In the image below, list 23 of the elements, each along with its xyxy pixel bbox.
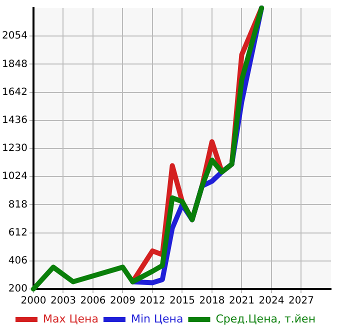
- legend-label: Max Цена: [42, 312, 98, 326]
- x-tick-label: 2021: [229, 296, 254, 307]
- x-tick-label: 2027: [288, 296, 314, 307]
- x-tick-label: 2024: [258, 296, 284, 307]
- y-tick-label: 1642: [2, 86, 28, 98]
- x-tick-label: 2015: [170, 296, 195, 307]
- x-tick-label: 2009: [110, 296, 136, 307]
- y-tick-label: 1230: [2, 143, 28, 154]
- legend-label: Min Цена: [130, 312, 184, 326]
- y-tick-label: 1436: [2, 114, 28, 126]
- y-tick-label: 1848: [2, 58, 28, 70]
- y-tick-label: 2054: [2, 30, 28, 42]
- y-tick-label: 406: [8, 255, 28, 266]
- x-tick-label: 2018: [199, 296, 225, 307]
- x-tick-label: 2000: [20, 296, 46, 307]
- x-tick-label: 2003: [50, 296, 76, 307]
- x-tick-label: 2012: [140, 296, 166, 307]
- y-tick-label: 818: [8, 199, 28, 210]
- legend-label: Сред.Цена, т.йен: [216, 312, 316, 326]
- x-tick-label: 2006: [80, 296, 106, 307]
- y-tick-label: 612: [8, 227, 28, 238]
- y-tick-label: 200: [8, 284, 28, 295]
- y-tick-label: 1024: [2, 171, 28, 182]
